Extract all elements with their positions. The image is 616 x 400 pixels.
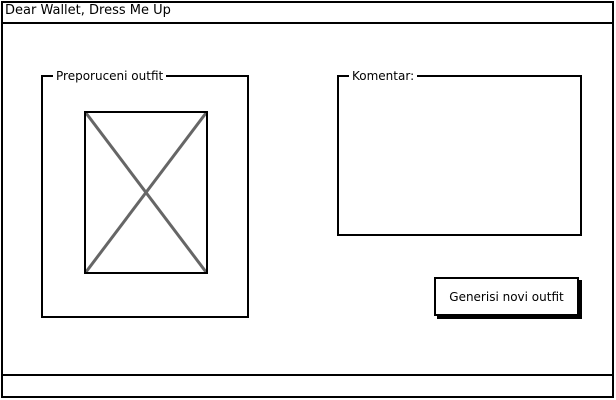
- recommended-outfit-panel: Preporuceni outfit: [41, 68, 249, 318]
- image-placeholder-icon: [86, 113, 206, 272]
- recommended-outfit-label: Preporuceni outfit: [53, 68, 167, 84]
- comment-label: Komentar:: [349, 68, 418, 84]
- status-bar: [1, 374, 614, 398]
- outfit-image-placeholder: [84, 111, 208, 274]
- comment-panel[interactable]: Komentar:: [337, 68, 582, 236]
- window-title: Dear Wallet, Dress Me Up: [1, 1, 614, 24]
- generate-outfit-button[interactable]: Generisi novi outfit: [434, 277, 579, 316]
